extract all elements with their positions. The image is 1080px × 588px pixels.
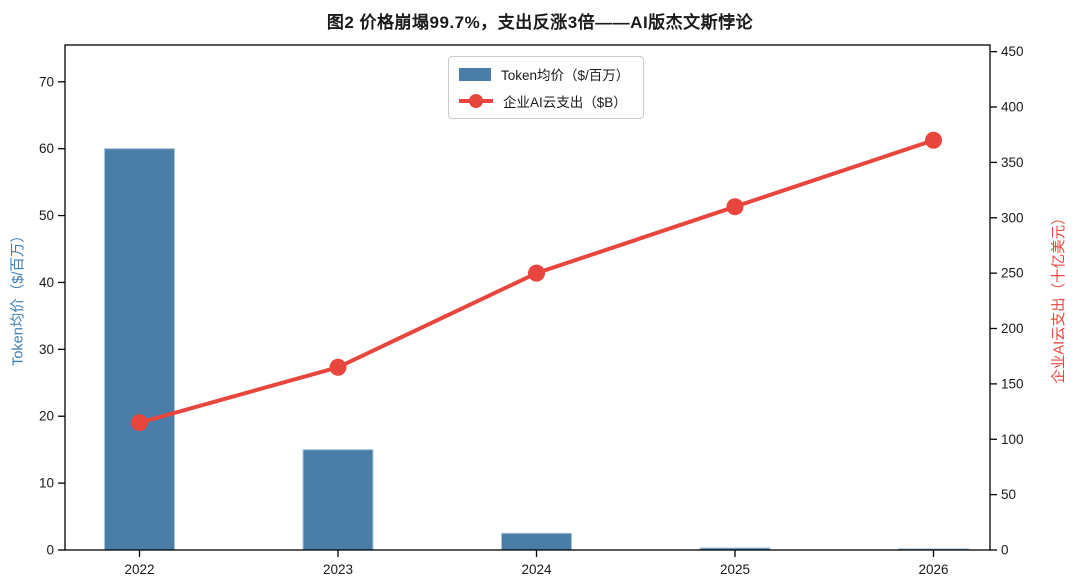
legend-bar-swatch-icon xyxy=(459,67,491,81)
left-tick-label: 30 xyxy=(39,342,54,357)
right-tick-label: 300 xyxy=(1001,210,1024,225)
x-tick-label: 2024 xyxy=(521,562,552,577)
chart-title: 图2 价格崩塌99.7%，支出反涨3倍——AI版杰文斯悖论 xyxy=(326,13,754,32)
right-tick-label: 150 xyxy=(1001,376,1024,391)
right-tick-label: 400 xyxy=(1001,100,1024,115)
x-tick-label: 2025 xyxy=(720,562,750,577)
right-tick-label: 0 xyxy=(1001,543,1009,558)
x-tick-label: 2023 xyxy=(323,562,353,577)
left-tick-label: 50 xyxy=(39,208,54,223)
x-tick-label: 2026 xyxy=(918,562,948,577)
legend-label-token-price: Token均价（$/百万） xyxy=(501,68,630,83)
right-tick-label: 450 xyxy=(1001,44,1024,59)
spend-line-marker xyxy=(925,131,942,149)
spend-line-marker xyxy=(131,414,148,432)
right-tick-label: 350 xyxy=(1001,155,1024,170)
bar-token-price xyxy=(104,148,175,551)
left-tick-label: 40 xyxy=(39,275,54,290)
legend-item-cloud-spend: 企业AI云支出（$B） xyxy=(459,91,629,111)
right-tick-label: 200 xyxy=(1001,321,1024,336)
spend-line-marker xyxy=(528,264,545,282)
left-tick-label: 20 xyxy=(39,409,54,424)
right-tick-label: 100 xyxy=(1001,432,1024,447)
chart-legend: Token均价（$/百万） 企业AI云支出（$B） xyxy=(448,56,645,119)
left-tick-label: 60 xyxy=(39,141,54,156)
bar-token-price xyxy=(302,449,374,551)
spend-line-marker xyxy=(726,198,744,216)
bar-token-price xyxy=(501,532,572,551)
legend-label-cloud-spend: 企业AI云支出（$B） xyxy=(503,95,627,110)
left-tick-label: 10 xyxy=(39,476,54,491)
x-tick-label: 2022 xyxy=(124,562,154,577)
spend-line-marker xyxy=(329,358,347,376)
right-tick-label: 50 xyxy=(1001,487,1016,502)
left-tick-label: 70 xyxy=(39,74,54,89)
legend-item-token-price: Token均价（$/百万） xyxy=(459,64,629,84)
legend-line-marker-icon xyxy=(459,94,493,109)
axis-spines xyxy=(64,44,991,551)
left-tick-label: 0 xyxy=(46,543,54,558)
right-tick-label: 250 xyxy=(1001,266,1024,281)
